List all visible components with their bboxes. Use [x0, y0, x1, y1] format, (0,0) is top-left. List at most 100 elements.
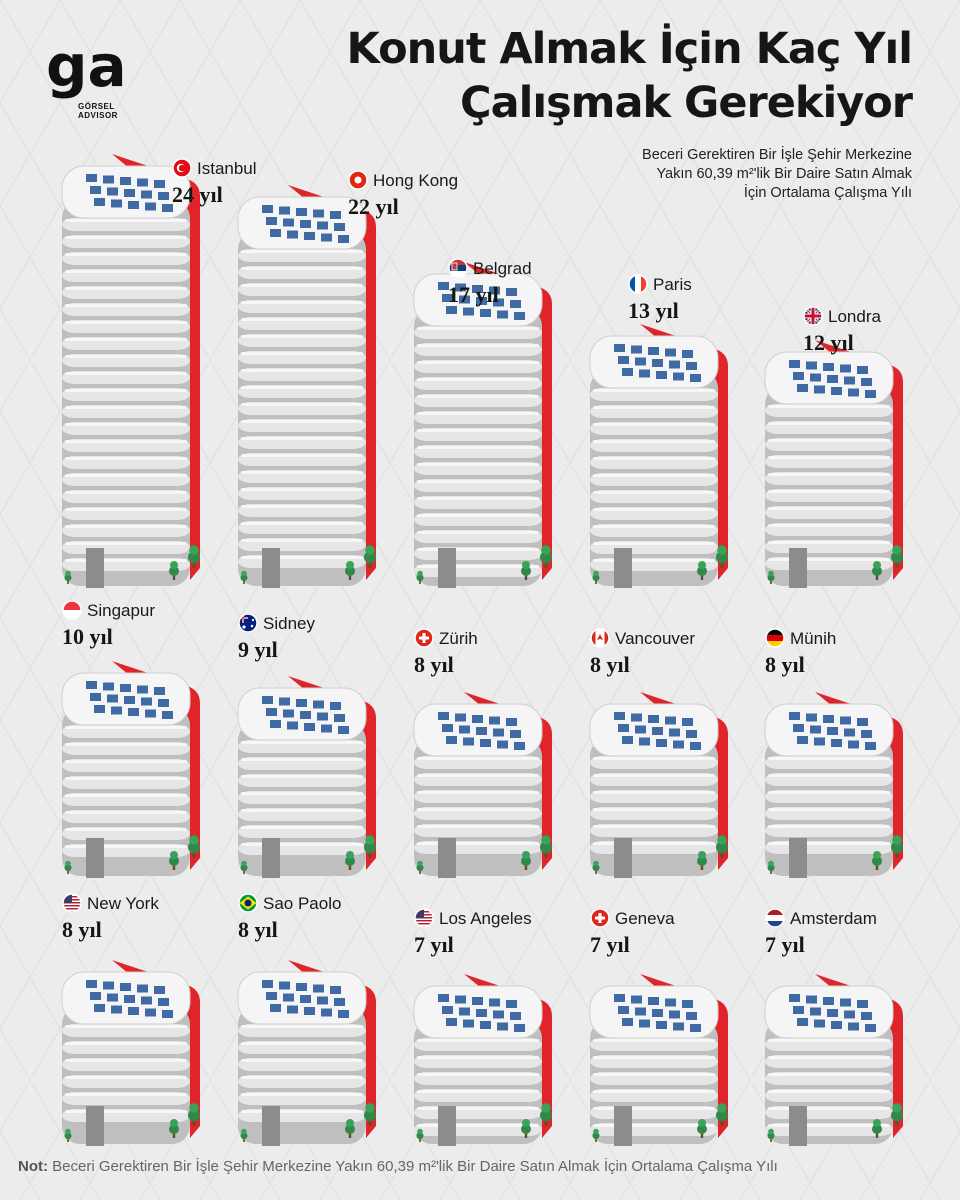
tree-icon	[716, 835, 728, 858]
building-bar: Sao Paolo 8 yıl	[237, 893, 376, 1146]
building-bar: Münih 8 yıl	[764, 628, 903, 878]
page-title: Konut Almak İçin Kaç Yıl Çalışmak Gereki…	[272, 22, 914, 130]
bar-label: Münih 8 yıl	[765, 628, 836, 677]
title-line2: Çalışmak Gerekiyor	[460, 78, 913, 128]
tree-icon	[767, 860, 775, 874]
building-door	[262, 1106, 280, 1146]
city-label: Londra	[828, 307, 881, 326]
tree-icon	[169, 1119, 179, 1138]
value-label: 13 yıl	[628, 298, 679, 323]
australia-flag-icon	[238, 613, 258, 633]
canada-flag-icon	[590, 628, 610, 648]
serbia-flag-icon	[448, 258, 468, 278]
city-label: Istanbul	[197, 159, 257, 178]
value-label: 12 yıl	[803, 330, 854, 355]
value-label: 7 yıl	[414, 932, 454, 957]
city-label: Paris	[653, 275, 692, 294]
tree-icon	[592, 570, 600, 584]
tree-icon	[345, 1119, 355, 1138]
tree-icon	[767, 570, 775, 584]
city-label: Vancouver	[615, 629, 695, 648]
value-label: 22 yıl	[348, 194, 399, 219]
tree-icon	[240, 860, 248, 874]
title-line1: Konut Almak İçin Kaç Yıl	[346, 24, 914, 74]
value-label: 7 yıl	[590, 932, 630, 957]
city-label: Hong Kong	[373, 171, 458, 190]
city-label: Belgrad	[473, 259, 532, 278]
united-states-flag-icon	[414, 908, 434, 928]
bar-label: Belgrad 17 yıl	[448, 258, 532, 307]
building-bar: Singapur 10 yıl	[61, 600, 200, 878]
switzerland-flag-icon	[414, 628, 434, 648]
tree-icon	[240, 570, 248, 584]
value-label: 8 yıl	[414, 652, 454, 677]
building-side	[112, 154, 200, 580]
tree-icon	[169, 561, 179, 580]
tree-icon	[364, 835, 376, 858]
city-label: New York	[87, 894, 159, 913]
value-label: 9 yıl	[238, 637, 278, 662]
tree-icon	[540, 835, 552, 858]
building-bar: Vancouver 8 yıl	[589, 628, 728, 878]
footnote-label: Not:	[18, 1158, 48, 1175]
value-label: 8 yıl	[590, 652, 630, 677]
logo-text: ga	[46, 40, 127, 100]
tree-icon	[240, 1128, 248, 1142]
building-bar: Los Angeles 7 yıl	[413, 908, 552, 1146]
value-label: 17 yıl	[448, 282, 499, 307]
building-door	[86, 548, 104, 588]
united-kingdom-flag-icon	[803, 306, 823, 326]
tree-icon	[64, 1128, 72, 1142]
building-door	[614, 548, 632, 588]
building-door	[86, 838, 104, 878]
tree-icon	[364, 545, 376, 568]
tree-icon	[891, 545, 903, 568]
city-label: Münih	[790, 629, 836, 648]
bar-label: New York 8 yıl	[62, 893, 159, 942]
logo-mark-icon: ga	[46, 40, 127, 100]
city-label: Sidney	[263, 614, 315, 633]
building-bar: Paris 13 yıl	[589, 274, 728, 588]
tree-icon	[345, 851, 355, 870]
building-bar: Geneva 7 yıl	[589, 908, 728, 1146]
building-door	[789, 1106, 807, 1146]
brand-logo: ga GÖRSEL ADVISOR	[46, 40, 146, 120]
value-label: 8 yıl	[238, 917, 278, 942]
brand-name-line1: GÖRSEL	[78, 102, 115, 111]
france-flag-icon	[628, 274, 648, 294]
building-bar: Belgrad 17 yıl	[413, 258, 552, 588]
footnote-text: Beceri Gerektiren Bir İşle Şehir Merkezi…	[52, 1158, 778, 1175]
brand-name-line2: ADVISOR	[78, 111, 118, 120]
value-label: 8 yıl	[765, 652, 805, 677]
building-bar: Amsterdam 7 yıl	[764, 908, 903, 1146]
building-bar: Londra 12 yıl	[764, 306, 903, 588]
tree-icon	[697, 561, 707, 580]
tree-icon	[891, 835, 903, 858]
subtitle-line1: Beceri Gerektiren Bir İşle Şehir Merkezi…	[642, 147, 912, 163]
building-door	[614, 1106, 632, 1146]
building-bar: New York 8 yıl	[61, 893, 200, 1146]
bar-label: Sidney 9 yıl	[238, 613, 315, 662]
tree-icon	[592, 860, 600, 874]
building-side	[288, 185, 376, 580]
building-bar: Sidney 9 yıl	[237, 613, 376, 878]
building-door	[438, 1106, 456, 1146]
united-states-flag-icon	[62, 893, 82, 913]
brand-name: GÖRSEL ADVISOR	[78, 102, 148, 120]
building-door	[614, 838, 632, 878]
singapore-flag-icon	[62, 600, 82, 620]
value-label: 10 yıl	[62, 624, 113, 649]
footnote: Not: Beceri Gerektiren Bir İşle Şehir Me…	[18, 1158, 948, 1175]
tree-icon	[716, 1103, 728, 1126]
bar-label: Singapur 10 yıl	[62, 600, 155, 649]
tree-icon	[169, 851, 179, 870]
bar-label: Sao Paolo 8 yıl	[238, 893, 341, 942]
building-bar: Zürih 8 yıl	[413, 628, 552, 878]
tree-icon	[521, 851, 531, 870]
bar-label: Paris 13 yıl	[628, 274, 692, 323]
tree-icon	[416, 1128, 424, 1142]
turkey-flag-icon	[172, 158, 192, 178]
page-subtitle: Beceri Gerektiren Bir İşle Şehir Merkezi…	[572, 146, 912, 203]
city-label: Geneva	[615, 909, 675, 928]
netherlands-flag-icon	[765, 908, 785, 928]
